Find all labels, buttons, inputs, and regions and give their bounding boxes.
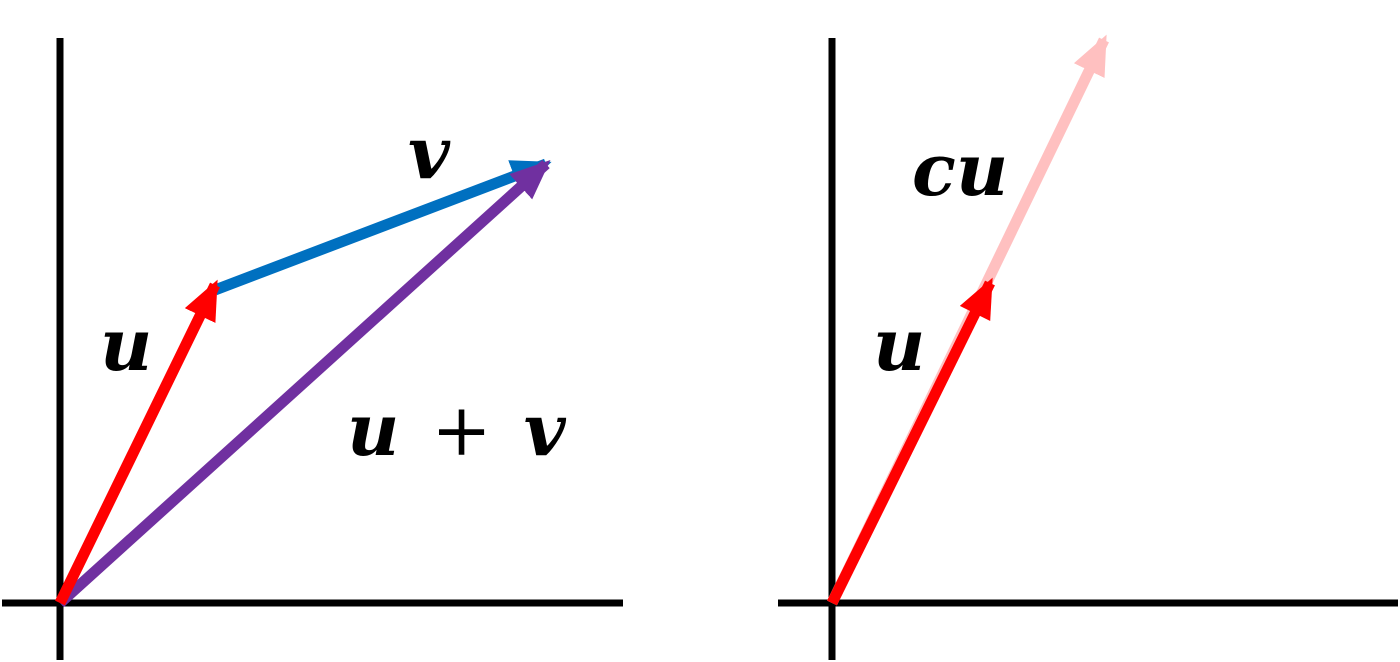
u-vector-arrow <box>55 279 220 606</box>
u-plus-v-vector-arrow <box>56 159 551 608</box>
u-plus-v-label-u: u <box>347 387 399 472</box>
cu-label: cu <box>912 127 1008 212</box>
u-label: u <box>100 302 152 387</box>
u-vector-arrow-right <box>827 277 995 606</box>
u-plus-v-label: u + v <box>347 387 567 472</box>
u-plus-v-label-v: v <box>524 387 567 472</box>
right-panel-scalar-multiplication: cu u <box>778 34 1398 660</box>
v-label: v <box>408 110 451 195</box>
u-label-right: u <box>873 302 925 387</box>
v-vector-arrow <box>213 158 552 296</box>
left-panel-vector-addition: u v u + v <box>2 38 623 660</box>
u-plus-v-label-plus: + <box>431 388 491 472</box>
